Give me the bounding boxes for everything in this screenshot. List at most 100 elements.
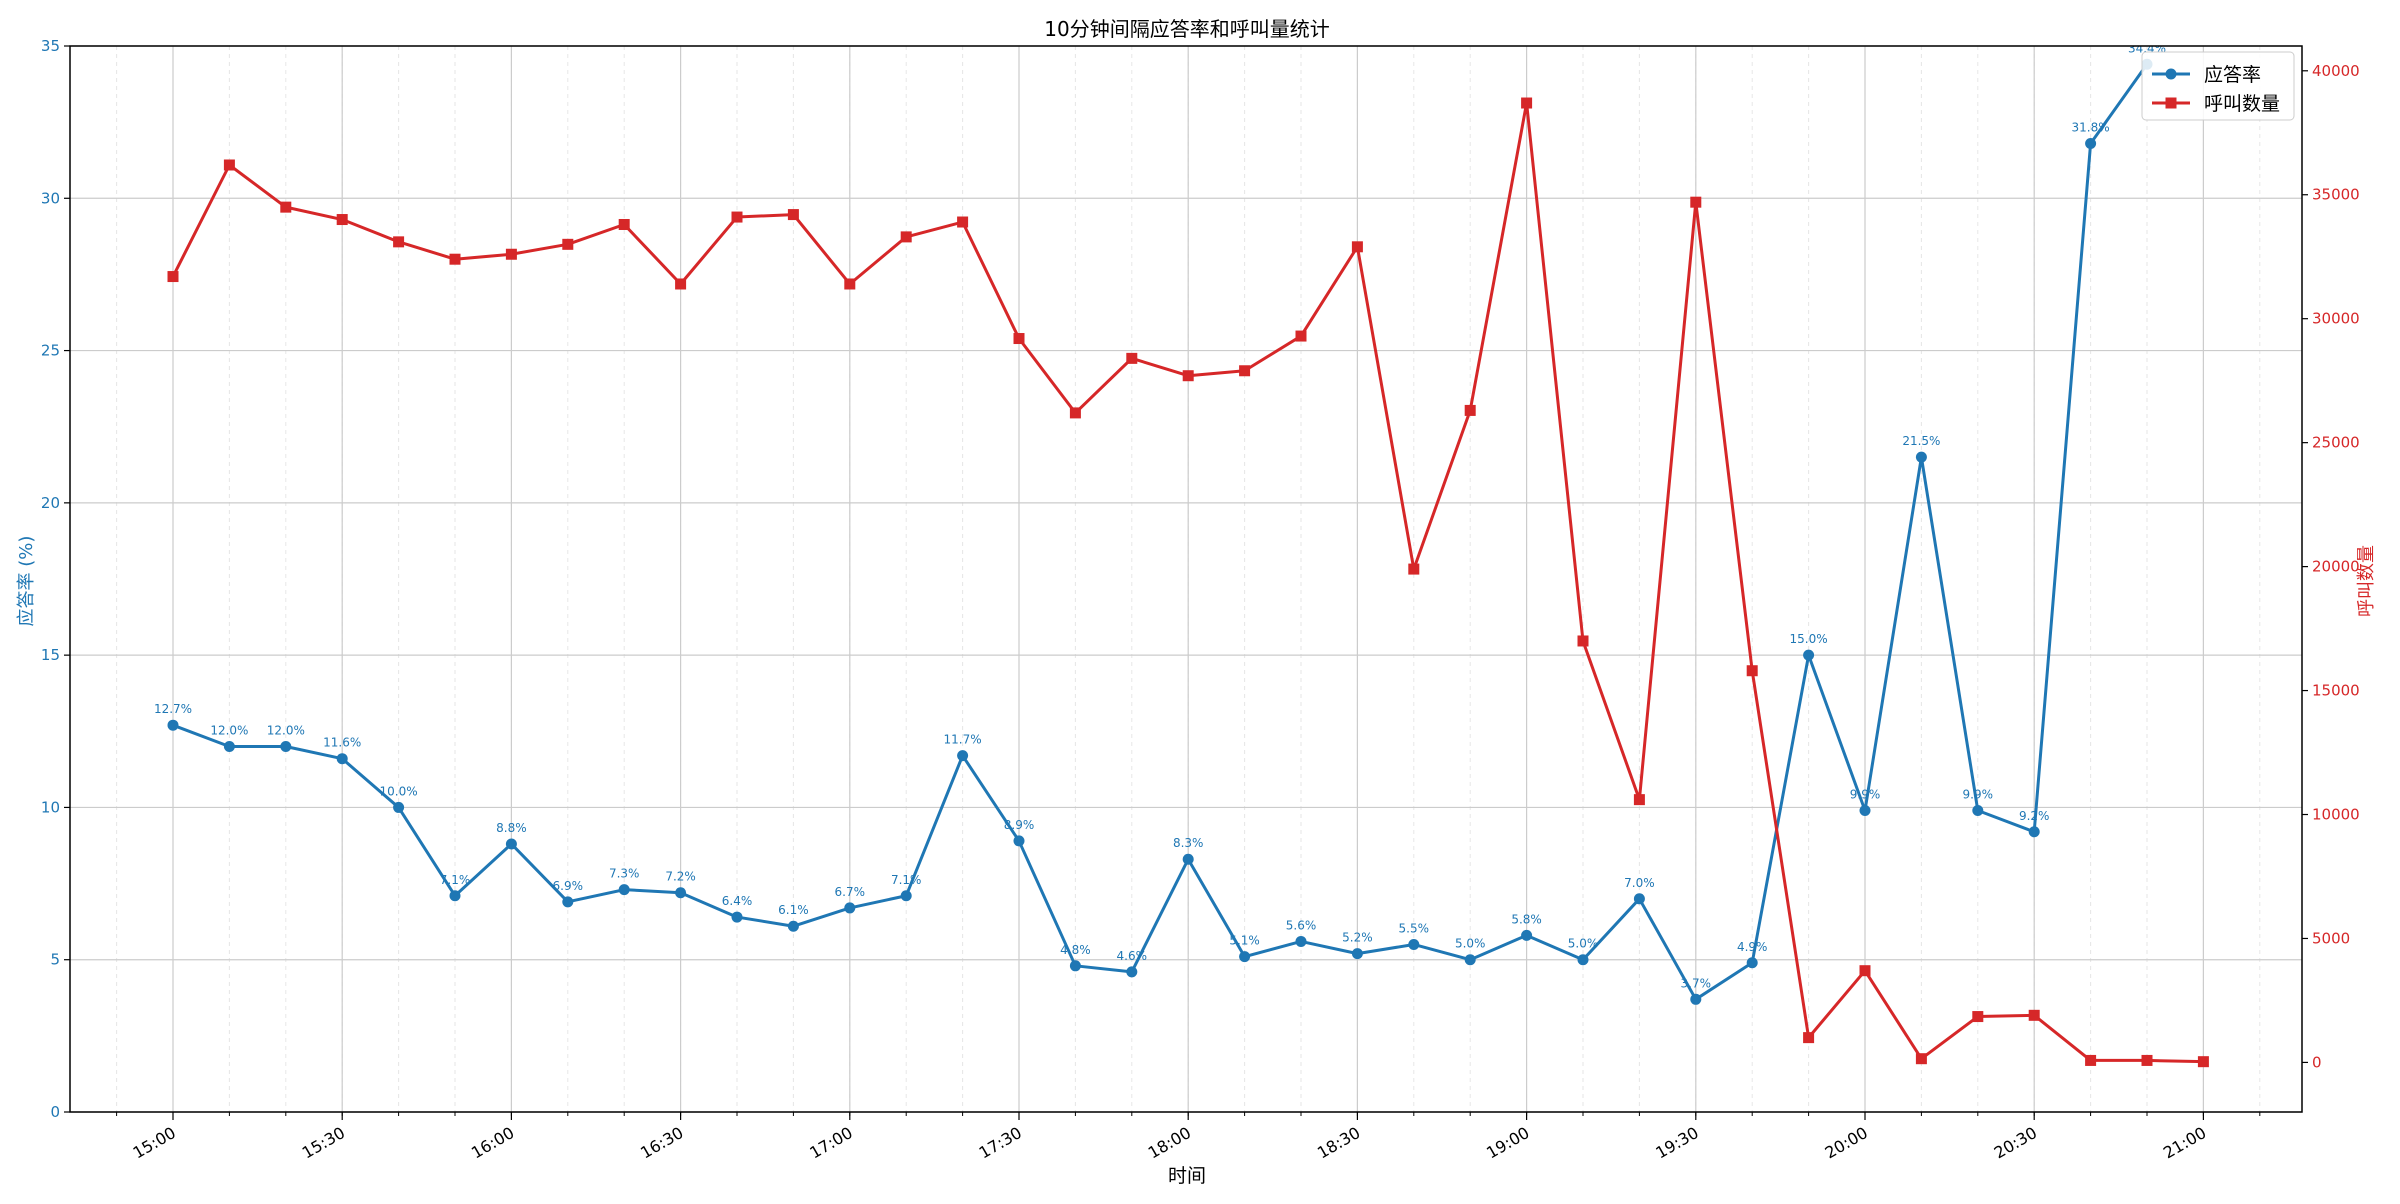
call-count-point (900, 231, 912, 243)
answer-rate-point (449, 890, 461, 902)
call-count-point (1069, 407, 1081, 419)
call-count-point (280, 201, 292, 213)
call-count-point (1690, 196, 1702, 208)
answer-rate-point (505, 838, 517, 850)
answer-rate-point (1126, 966, 1138, 978)
answer-rate-point (280, 741, 292, 753)
answer-rate-point (1577, 954, 1589, 966)
call-count-point (1859, 965, 1871, 977)
answer-rate-point (1182, 853, 1194, 865)
answer-rate-data-label: 11.6% (323, 736, 361, 750)
legend-label-call-count: 呼叫数量 (2204, 93, 2280, 115)
call-count-point (1633, 794, 1645, 806)
y-right-tick-label: 30000 (2312, 310, 2360, 328)
y-left-tick-label: 35 (41, 37, 60, 55)
call-count-point (562, 238, 574, 250)
answer-rate-data-label: 9.9% (1850, 787, 1881, 801)
call-count-point (2197, 1056, 2209, 1068)
answer-rate-point (1746, 957, 1758, 969)
answer-rate-point (957, 750, 969, 762)
y-right-tick-label: 25000 (2312, 434, 2360, 452)
answer-rate-data-label: 34.4% (2128, 41, 2166, 55)
call-count-point (1746, 665, 1758, 677)
answer-rate-data-label: 8.3% (1173, 836, 1204, 850)
call-count-point (336, 214, 348, 226)
answer-rate-data-label: 3.7% (1681, 976, 1712, 990)
answer-rate-point (1859, 804, 1871, 816)
answer-rate-point (787, 920, 799, 932)
call-count-point (1408, 563, 1420, 575)
answer-rate-data-label: 4.6% (1117, 949, 1148, 963)
answer-rate-point (1633, 893, 1645, 905)
series-layer: 12.7% 12.0% 12.0% 11.6% 10.0% 7.1% 8.8% 6.9% 7.3… (154, 41, 2209, 1068)
y-left-tick-label: 5 (50, 951, 60, 969)
answer-rate-data-label: 5.0% (1455, 937, 1486, 951)
call-count-point (1239, 365, 1251, 377)
answer-rate-data-label: 7.2% (665, 870, 696, 884)
call-count-point (675, 278, 687, 290)
plot-frame (69, 45, 2303, 1113)
y-left-tick-label: 30 (41, 189, 60, 207)
call-count-point (2085, 1054, 2097, 1066)
answer-rate-data-label: 9.9% (1963, 787, 1994, 801)
y-left-tick-label: 15 (41, 646, 60, 664)
chart-title: 10分钟间隔应答率和呼叫量统计 (1044, 17, 1329, 41)
legend: 应答率 呼叫数量 (2141, 51, 2295, 121)
answer-rate-point (1915, 451, 1927, 463)
answer-rate-point (336, 753, 348, 765)
answer-rate-data-label: 7.0% (1624, 876, 1655, 890)
answer-rate-data-label: 7.1% (891, 873, 922, 887)
answer-rate-point (675, 887, 687, 899)
legend-marker-answer-rate (2165, 68, 2177, 80)
answer-rate-point (1295, 935, 1307, 947)
answer-rate-data-label: 6.7% (835, 885, 866, 899)
call-count-point (2028, 1009, 2040, 1021)
answer-rate-point (1972, 804, 1984, 816)
answer-rate-data-label: 5.6% (1286, 918, 1317, 932)
answer-rate-data-label: 8.8% (496, 821, 527, 835)
call-count-point (731, 211, 743, 223)
answer-rate-point (562, 896, 574, 908)
call-count-point (2141, 1054, 2153, 1066)
answer-rate-point (1408, 938, 1420, 950)
answer-rate-point (731, 911, 743, 923)
call-count-point (1013, 333, 1025, 345)
answer-rate-point (618, 884, 630, 896)
answer-rate-data-label: 21.5% (1902, 434, 1940, 448)
y-right-tick-label: 0 (2312, 1053, 2322, 1071)
call-count-point (1464, 404, 1476, 416)
answer-rate-data-label: 8.9% (1004, 818, 1035, 832)
call-count-point (393, 236, 405, 248)
answer-rate-data-label: 4.8% (1060, 943, 1091, 957)
answer-rate-point (1464, 954, 1476, 966)
answer-rate-data-label: 12.0% (210, 724, 248, 738)
answer-rate-data-label: 31.8% (2072, 120, 2110, 134)
call-count-point (1182, 370, 1194, 382)
answer-rate-data-label: 15.0% (1790, 632, 1828, 646)
answer-rate-data-label: 9.2% (2019, 809, 2050, 823)
answer-rate-data-label: 5.8% (1511, 912, 1542, 926)
call-count-point (787, 209, 799, 221)
y-right-tick-label: 5000 (2312, 929, 2350, 947)
answer-rate-data-label: 7.1% (440, 873, 471, 887)
y-right-tick-label: 35000 (2312, 186, 2360, 204)
call-count-point (1521, 97, 1533, 109)
answer-rate-point (167, 719, 179, 731)
x-axis-label: 时间 (1168, 1165, 1206, 1187)
answer-rate-point (2028, 826, 2040, 838)
answer-rate-data-label: 7.3% (609, 867, 640, 881)
legend-marker-call-count (2165, 97, 2177, 109)
series-line-answer-rate (172, 63, 2149, 1001)
y-axis-right-label: 呼叫数量 (2356, 545, 2377, 617)
y-right-tick-label: 40000 (2312, 62, 2360, 80)
call-count-point (449, 253, 461, 265)
y-left-tick-label: 20 (41, 494, 60, 512)
answer-rate-data-label: 5.0% (1568, 937, 1599, 951)
call-count-point (1351, 241, 1363, 253)
call-count-point (957, 216, 969, 228)
answer-rate-point (1803, 649, 1815, 661)
answer-rate-point (223, 741, 235, 753)
answer-rate-point (2085, 137, 2097, 149)
